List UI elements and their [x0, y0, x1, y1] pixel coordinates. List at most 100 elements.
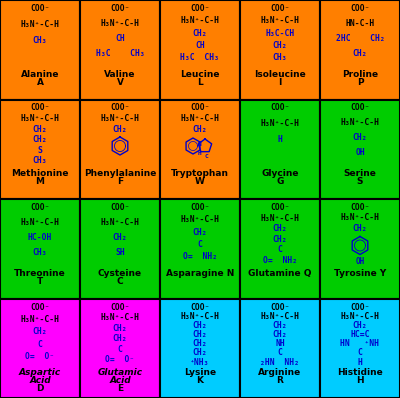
Text: Phenylalanine: Phenylalanine	[84, 169, 156, 178]
Bar	[0, 298, 80, 398]
Text: C: C	[358, 348, 362, 357]
Text: Leucine: Leucine	[180, 70, 220, 79]
Text: CH₃: CH₃	[33, 156, 47, 165]
Text: F: F	[117, 177, 123, 186]
Text: COO⁻: COO⁻	[350, 302, 370, 312]
Text: Alanine: Alanine	[21, 70, 59, 79]
Text: C: C	[204, 154, 208, 159]
Text: CH₂: CH₂	[273, 224, 287, 233]
Text: CH₃: CH₃	[273, 53, 287, 62]
Text: Threonine: Threonine	[14, 269, 66, 278]
Text: COO⁻: COO⁻	[30, 103, 50, 113]
Text: O=  O⁻: O= O⁻	[25, 352, 55, 361]
Text: H₃N⁺-C-H: H₃N⁺-C-H	[180, 16, 220, 25]
Text: H₃N⁺-C-H: H₃N⁺-C-H	[180, 312, 220, 321]
Bar	[240, 298, 320, 398]
Text: C: C	[278, 348, 282, 357]
Text: Aspartic: Aspartic	[19, 368, 61, 377]
Text: Serine: Serine	[344, 169, 376, 178]
Text: COO⁻: COO⁻	[110, 302, 130, 312]
Text: H₃N⁺-C-H: H₃N⁺-C-H	[20, 218, 60, 227]
Text: H₃N⁺-C-H: H₃N⁺-C-H	[340, 312, 380, 321]
Text: CH: CH	[195, 41, 205, 50]
Text: H₃N⁺-C-H: H₃N⁺-C-H	[100, 313, 140, 322]
Text: COO⁻: COO⁻	[350, 103, 370, 113]
Bar	[80, 100, 160, 199]
Text: ₂HN  NH₂: ₂HN NH₂	[260, 358, 300, 367]
Text: Isoleucine: Isoleucine	[254, 70, 306, 79]
Text: S: S	[38, 146, 42, 155]
Text: E: E	[117, 384, 123, 393]
Bar	[240, 100, 320, 199]
Text: CH₂: CH₂	[193, 348, 207, 357]
Text: H₃N⁺-C-H: H₃N⁺-C-H	[20, 315, 60, 324]
Bar	[160, 298, 240, 398]
Text: C: C	[198, 240, 202, 249]
Text: Glutamine Q: Glutamine Q	[248, 269, 312, 278]
Text: H₃N⁺-C-H: H₃N⁺-C-H	[100, 218, 140, 227]
Text: CH₂: CH₂	[33, 135, 47, 144]
Text: SH: SH	[115, 248, 125, 257]
Text: O=  O⁻: O= O⁻	[105, 355, 135, 364]
Text: H: H	[358, 358, 362, 367]
Text: COO⁻: COO⁻	[270, 203, 290, 212]
Text: Tyrosine Y: Tyrosine Y	[334, 269, 386, 278]
Text: CH₂: CH₂	[193, 125, 207, 133]
Text: H₃N⁺-C-H: H₃N⁺-C-H	[20, 114, 60, 123]
Bar	[320, 0, 400, 100]
Bar	[240, 199, 320, 298]
Text: CH₂: CH₂	[273, 41, 287, 50]
Bar	[160, 199, 240, 298]
Text: Arginine: Arginine	[258, 368, 302, 377]
Text: H₃N⁺-C-H: H₃N⁺-C-H	[100, 114, 140, 123]
Text: COO⁻: COO⁻	[350, 4, 370, 13]
Bar	[0, 100, 80, 199]
Bar	[80, 199, 160, 298]
Bar	[320, 199, 400, 298]
Text: CH₂: CH₂	[273, 321, 287, 330]
Text: D: D	[36, 384, 44, 393]
Text: C: C	[118, 345, 122, 354]
Text: CH₂: CH₂	[273, 330, 287, 339]
Text: A: A	[36, 78, 44, 87]
Text: Acid: Acid	[29, 376, 51, 385]
Bar	[80, 0, 160, 100]
Text: COO⁻: COO⁻	[190, 103, 210, 113]
Text: CH₂: CH₂	[193, 339, 207, 348]
Bar	[0, 0, 80, 100]
Text: COO⁻: COO⁻	[30, 302, 50, 312]
Text: Methionine: Methionine	[11, 169, 69, 178]
Text: COO⁻: COO⁻	[30, 203, 50, 212]
Bar	[240, 0, 320, 100]
Text: COO⁻: COO⁻	[110, 203, 130, 212]
Bar	[0, 199, 80, 298]
Text: COO⁻: COO⁻	[270, 302, 290, 312]
Text: H₃N⁺-C-H: H₃N⁺-C-H	[260, 312, 300, 321]
Text: CH₂: CH₂	[113, 233, 127, 242]
Text: CH₂: CH₂	[273, 234, 287, 244]
Text: Glutamic: Glutamic	[98, 368, 142, 377]
Text: CH₂: CH₂	[193, 321, 207, 330]
Text: NH: NH	[275, 339, 285, 348]
Text: H₃N⁺-C-H: H₃N⁺-C-H	[340, 119, 380, 127]
Text: T: T	[37, 277, 43, 286]
Bar	[160, 100, 240, 199]
Text: O=  NH₂: O= NH₂	[263, 256, 297, 265]
Text: H₃N⁺-C-H: H₃N⁺-C-H	[260, 16, 300, 25]
Text: HN   ⁺NH: HN ⁺NH	[340, 339, 380, 348]
Text: CH₂: CH₂	[33, 125, 47, 134]
Text: COO⁻: COO⁻	[110, 4, 130, 13]
Text: CH₂: CH₂	[353, 321, 367, 330]
Text: H: H	[197, 151, 201, 156]
Text: COO⁻: COO⁻	[270, 4, 290, 13]
Text: COO⁻: COO⁻	[190, 203, 210, 212]
Text: H₃C    CH₃: H₃C CH₃	[96, 49, 144, 58]
Text: H: H	[278, 135, 282, 144]
Text: CH₂: CH₂	[113, 334, 127, 343]
Bar	[320, 298, 400, 398]
Text: COO⁻: COO⁻	[350, 203, 370, 212]
Text: H₃N⁺-C-H: H₃N⁺-C-H	[340, 213, 380, 222]
Text: CH₂: CH₂	[353, 224, 367, 233]
Text: CH₂: CH₂	[33, 327, 47, 336]
Text: CH₃: CH₃	[33, 36, 47, 45]
